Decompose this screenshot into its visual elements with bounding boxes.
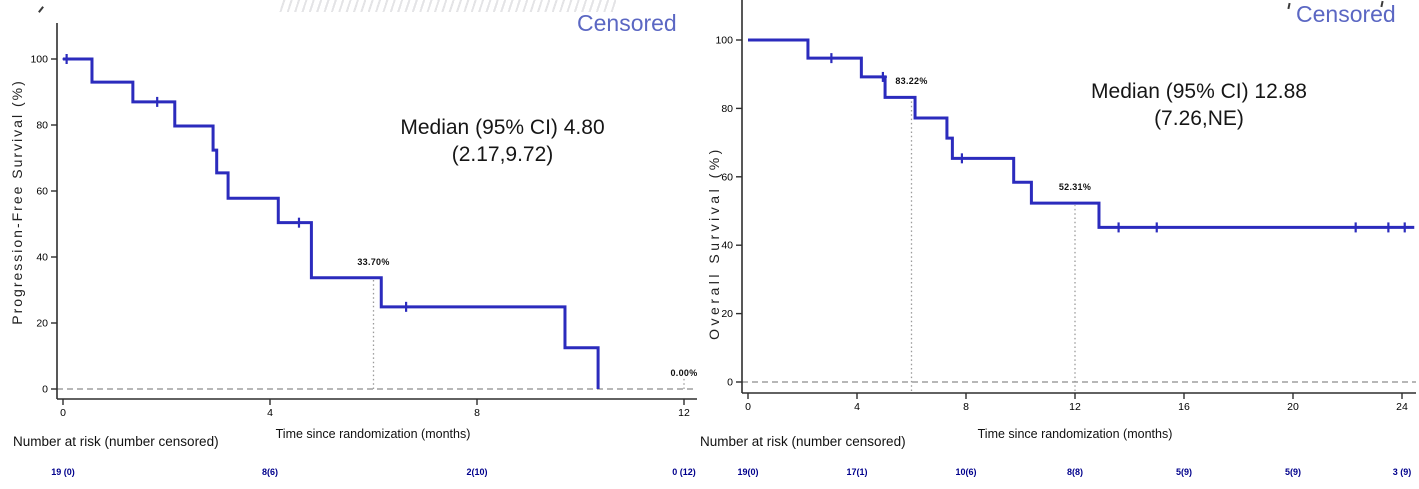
x-tick-label: 4 <box>854 401 860 413</box>
median-annotation-os: Median (95% CI) 12.88 (7.26,NE) <box>1083 78 1315 132</box>
risk-count: 3 (9) <box>1392 467 1412 477</box>
risk-count: 19(0) <box>737 467 759 477</box>
risk-count: 8(6) <box>261 467 278 477</box>
y-tick-label: 100 <box>715 35 733 47</box>
x-tick-label: 12 <box>1069 401 1081 413</box>
x-axis-title-pfs: Time since randomization (months) <box>275 427 471 441</box>
x-tick-label: 8 <box>963 401 969 413</box>
x-tick-label: 0 <box>60 407 66 419</box>
y-axis-title-os: Overall Survival (%) <box>706 146 722 340</box>
x-tick-label: 4 <box>267 407 273 419</box>
median-ci: (2.17,9.72) <box>451 143 554 166</box>
risk-count: 2(10) <box>466 467 488 477</box>
risk-count: 5(9) <box>1175 467 1192 477</box>
survival-pct-annotation: 52.31% <box>1058 182 1092 193</box>
survival-pct-annotation: 33.70% <box>357 256 390 267</box>
y-tick-label: 0 <box>42 384 48 396</box>
y-tick-label: 40 <box>721 240 733 252</box>
median-value: Median (95% CI) 12.88 <box>1091 80 1307 103</box>
y-tick-label: 20 <box>36 318 48 330</box>
pfs-plot: 0 20 40 60 80 100 0 4 8 12 <box>30 23 697 419</box>
number-at-risk-header-pfs: Number at risk (number censored) <box>13 434 219 449</box>
risk-count: 19 (0) <box>51 467 75 477</box>
km-step-curve <box>748 38 1415 229</box>
y-tick-label: 20 <box>721 308 733 320</box>
survival-pct-annotation: 83.22% <box>895 76 928 87</box>
x-tick-label: 24 <box>1396 401 1408 413</box>
x-tick-label: 20 <box>1287 401 1299 413</box>
km-step-curve <box>63 57 600 389</box>
y-tick-label: 0 <box>727 377 733 389</box>
os-plot: 0 20 40 60 80 100 0 4 8 12 16 20 24 <box>715 0 1416 413</box>
median-value: Median (95% CI) 4.80 <box>400 116 605 139</box>
y-axis-title-pfs: Progression-Free Survival (%) <box>9 79 25 325</box>
y-tick-label: 80 <box>36 120 48 132</box>
y-tick-label: 40 <box>36 252 48 264</box>
risk-count: 5(9) <box>1284 467 1301 477</box>
median-annotation-pfs: Median (95% CI) 4.80 (2.17,9.72) <box>385 114 620 168</box>
y-tick-label: 60 <box>36 186 48 198</box>
legend-censored: Censored <box>1296 1 1396 27</box>
y-tick-label: 60 <box>721 171 733 183</box>
y-tick-label: 100 <box>30 54 48 66</box>
watermark-hatch-pattern <box>278 0 616 12</box>
x-axis-title-os: Time since randomization (months) <box>977 427 1173 441</box>
risk-count: 0 (12) <box>672 467 696 477</box>
risk-count: 8(8) <box>1066 467 1083 477</box>
legend-censored: Censored <box>577 10 677 36</box>
number-at-risk-header-os: Number at risk (number censored) <box>700 434 906 449</box>
x-tick-label: 0 <box>745 401 751 413</box>
median-ci: (7.26,NE) <box>1154 107 1244 130</box>
x-tick-label: 16 <box>1178 401 1190 413</box>
risk-count: 10(6) <box>955 467 977 477</box>
x-tick-label: 12 <box>678 407 690 419</box>
risk-count: 17(1) <box>846 467 868 477</box>
y-tick-label: 80 <box>721 103 733 115</box>
x-tick-label: 8 <box>474 407 480 419</box>
survival-pct-annotation: 0.00% <box>670 368 698 378</box>
